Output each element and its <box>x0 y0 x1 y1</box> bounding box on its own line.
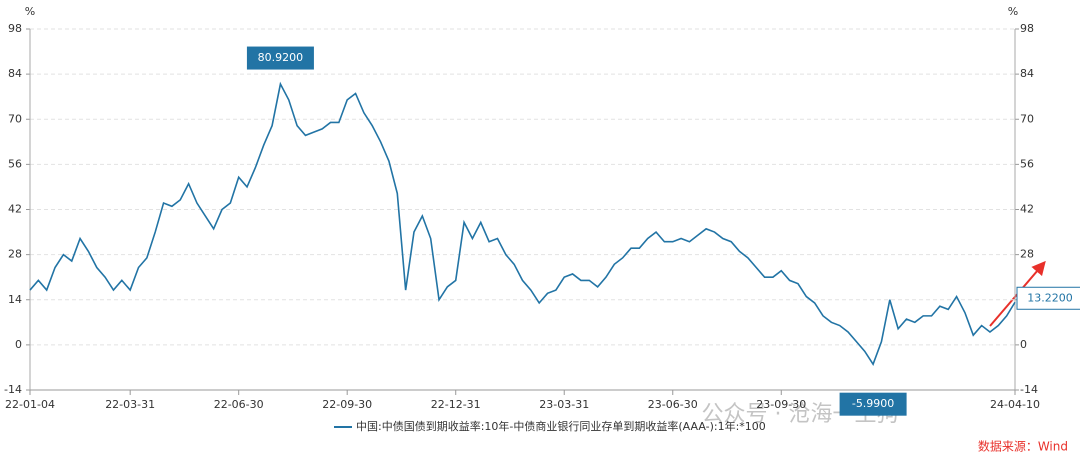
y2-unit: % <box>1008 5 1018 18</box>
legend-label: 中国:中债国债到期收益率:10年-中债商业银行同业存单到期收益率(AAA-):1… <box>356 419 766 433</box>
y2-tick-label: 56 <box>1020 157 1034 170</box>
value-label: -5.9900 <box>839 392 907 416</box>
legend: 中国:中债国债到期收益率:10年-中债商业银行同业存单到期收益率(AAA-):1… <box>334 419 766 433</box>
source: 数据来源：Wind <box>978 439 1068 454</box>
x-tick-label: 23-09-30 <box>756 398 806 411</box>
y2-tick-label: 0 <box>1020 338 1027 351</box>
y2-tick-label: -14 <box>1020 383 1038 396</box>
data-line <box>29 81 1016 366</box>
y-tick-label: 98 <box>8 22 22 35</box>
y2-tick-label: 70 <box>1020 112 1034 125</box>
y2-tick-label: 98 <box>1020 22 1034 35</box>
x-tick-label: 22-06-30 <box>214 398 264 411</box>
x-tick-label: 22-09-30 <box>322 398 372 411</box>
x-tick-label: 22-01-04 <box>5 398 55 411</box>
x-tick-label: 22-03-31 <box>105 398 155 411</box>
y-tick-label: 0 <box>15 338 22 351</box>
value-label-text: 80.9200 <box>258 51 304 64</box>
value-label-text: 13.2200 <box>1027 291 1073 304</box>
x-tick-label: 23-03-31 <box>539 398 589 411</box>
value-label-box <box>1016 286 1080 310</box>
value-label-text: -5.9900 <box>852 397 894 410</box>
y2-tick-label: 42 <box>1020 203 1034 216</box>
y2-tick-label: 28 <box>1020 248 1034 261</box>
x-tick-label: 23-06-30 <box>648 398 698 411</box>
y-tick-label: 28 <box>8 248 22 261</box>
value-label: 13.2200 <box>1016 286 1080 310</box>
y-tick-label: 70 <box>8 112 22 125</box>
x-tick-label: 22-12-31 <box>431 398 481 411</box>
value-label: 80.9200 <box>246 46 314 70</box>
y-tick-label: -14 <box>4 383 22 396</box>
y-tick-label: 14 <box>8 293 22 306</box>
y-unit: % <box>25 5 35 18</box>
y-tick-label: 84 <box>8 67 22 80</box>
value-label-box <box>839 392 907 416</box>
y-tick-label: 56 <box>8 157 22 170</box>
y2-tick-label: 84 <box>1020 67 1034 80</box>
value-label-box <box>246 46 314 70</box>
x-tick-label: 24-04-10 <box>990 398 1040 411</box>
y-tick-label: 42 <box>8 203 22 216</box>
